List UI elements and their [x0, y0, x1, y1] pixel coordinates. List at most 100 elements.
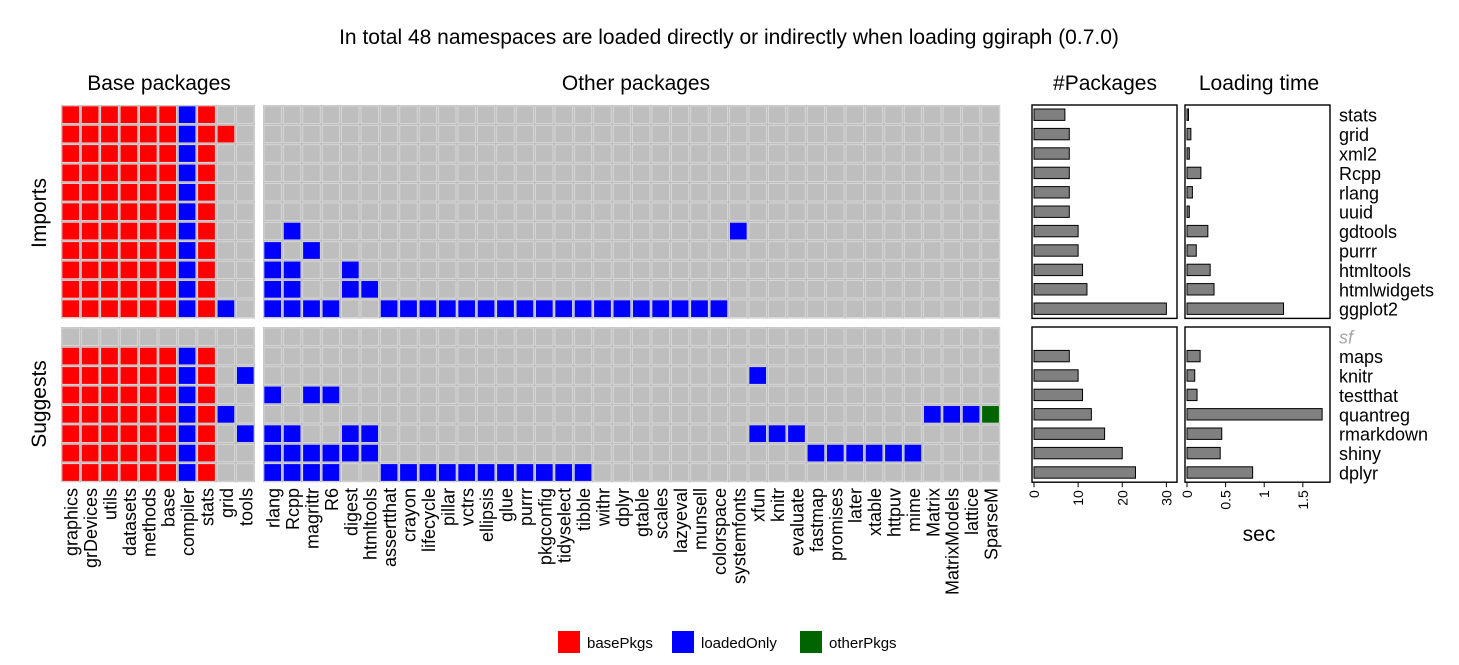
heatmap-cell-suggests-testthat-Rcpp: [283, 385, 302, 404]
heatmap-cell-imports-grid-datasets: [119, 125, 138, 144]
heatmap-cell-suggests-rmarkdown-colorspace: [709, 424, 728, 443]
heatmap-cell-imports-grid-methods: [139, 125, 158, 144]
heatmap-cell-suggests-testthat-httpuv: [884, 385, 903, 404]
heatmap-cell-imports-htmltools-Rcpp: [283, 260, 302, 279]
heatmap-cell-suggests-dplyr-pkgconfig: [535, 463, 554, 482]
heatmap-cell-suggests-quantreg-pkgconfig: [535, 405, 554, 424]
heatmap-cell-suggests-maps-promises: [826, 347, 845, 366]
heatmap-cell-suggests-knitr-tidyselect: [554, 366, 573, 385]
heatmap-cell-suggests-shiny-vctrs: [457, 444, 476, 463]
heatmap-cell-imports-Rcpp-magrittr: [302, 163, 321, 182]
loading-time-xlabel: sec: [1243, 523, 1276, 546]
heatmap-cell-suggests-rmarkdown-later: [845, 424, 864, 443]
heatmap-cell-imports-xml2-pkgconfig: [535, 144, 554, 163]
heatmap-cell-imports-xml2-scales: [651, 144, 670, 163]
heatmap-cell-imports-uuid-httpuv: [884, 202, 903, 221]
heatmap-cell-imports-stats-pkgconfig: [535, 105, 554, 124]
heatmap-cell-imports-htmlwidgets-base: [158, 280, 177, 299]
heatmap-cell-imports-purrr-systemfonts: [729, 241, 748, 260]
heatmap-cell-suggests-rmarkdown-datasets: [119, 424, 138, 443]
other-column-tick-systemfonts: systemfonts: [729, 488, 749, 584]
heatmap-cell-suggests-shiny-purrr: [515, 444, 534, 463]
heatmap-cell-imports-stats-glue: [496, 105, 515, 124]
heatmap-cell-suggests-sf-httpuv: [884, 327, 903, 346]
heatmap-cell-imports-purrr-utils: [100, 241, 119, 260]
heatmap-cell-imports-grid-crayon: [399, 125, 418, 144]
heatmap-cell-imports-htmlwidgets-mime: [903, 280, 922, 299]
heatmap-cell-suggests-maps-pkgconfig: [535, 347, 554, 366]
heatmap-cell-suggests-knitr-pkgconfig: [535, 366, 554, 385]
heatmap-cell-imports-Rcpp-lazyeval: [671, 163, 690, 182]
packages-bar-maps: [1033, 349, 1070, 363]
heatmap-cell-imports-rlang-datasets: [119, 183, 138, 202]
heatmap-cell-imports-rlang-knitr: [768, 183, 787, 202]
heatmap-cell-suggests-shiny-assertthat: [380, 444, 399, 463]
heatmap-cell-suggests-dplyr-systemfonts: [729, 463, 748, 482]
heatmap-cell-imports-Rcpp-graphics: [61, 163, 80, 182]
heatmap-cell-suggests-dplyr-graphics: [61, 463, 80, 482]
heatmap-cell-imports-ggplot2-htmltools: [360, 299, 379, 318]
heatmap-cell-suggests-quantreg-grDevices: [81, 405, 100, 424]
heatmap-cell-imports-gdtools-magrittr: [302, 222, 321, 241]
heatmap-cell-imports-htmlwidgets-xfun: [748, 280, 767, 299]
heatmap-cell-suggests-rmarkdown-munsell: [690, 424, 709, 443]
heatmap-cell-suggests-dplyr-Matrix: [923, 463, 942, 482]
heatmap-cell-suggests-maps-glue: [496, 347, 515, 366]
heatmap-cell-suggests-sf-fastmap: [806, 327, 825, 346]
heatmap-cell-suggests-sf-tibble: [574, 327, 593, 346]
heatmap-cell-imports-htmltools-utils: [100, 260, 119, 279]
heatmap-cell-suggests-dplyr-methods: [139, 463, 158, 482]
heatmap-cell-suggests-testthat-compiler: [178, 385, 197, 404]
heatmap-cell-suggests-rmarkdown-purrr: [515, 424, 534, 443]
heatmap-cell-suggests-sf-later: [845, 327, 864, 346]
heatmap-cell-imports-purrr-lattice: [962, 241, 981, 260]
heatmap-cell-suggests-quantreg-lattice: [962, 405, 981, 424]
heatmap-cell-imports-htmltools-xtable: [865, 260, 884, 279]
heatmap-cell-imports-gdtools-lifecycle: [418, 222, 437, 241]
heatmap-cell-imports-purrr-purrr: [515, 241, 534, 260]
heatmap-cell-imports-xml2-crayon: [399, 144, 418, 163]
heatmap-cell-suggests-shiny-compiler: [178, 444, 197, 463]
heatmap-cell-suggests-maps-withr: [593, 347, 612, 366]
heatmap-cell-suggests-sf-compiler: [178, 327, 197, 346]
heatmap-cell-imports-xml2-httpuv: [884, 144, 903, 163]
heatmap-cell-imports-stats-gtable: [632, 105, 651, 124]
other-column-tick-pillar: pillar: [438, 488, 458, 526]
heatmap-cell-suggests-maps-assertthat: [380, 347, 399, 366]
heatmap-cell-suggests-sf-datasets: [119, 327, 138, 346]
packages-bar-rlang: [1033, 186, 1070, 199]
heatmap-cell-imports-purrr-knitr: [768, 241, 787, 260]
packages-bar-quantreg: [1033, 408, 1092, 421]
heatmap-cell-suggests-testthat-base: [158, 385, 177, 404]
heatmap-cell-imports-rlang-vctrs: [457, 183, 476, 202]
heatmap-cell-imports-uuid-vctrs: [457, 202, 476, 221]
other-column-tick-digest: digest: [341, 488, 361, 536]
heatmap-cell-imports-htmltools-Matrix: [923, 260, 942, 279]
base-column-tick-methods: methods: [139, 488, 159, 557]
other-column-tick-promises: promises: [826, 488, 846, 561]
heatmap-cell-suggests-quantreg-fastmap: [806, 405, 825, 424]
heatmap-cell-suggests-rmarkdown-SparseM: [981, 424, 1000, 443]
heatmap-cell-suggests-knitr-lattice: [962, 366, 981, 385]
row-label-htmltools: htmltools: [1339, 261, 1411, 281]
heatmap-cell-imports-xml2-Rcpp: [283, 144, 302, 163]
heatmap-cell-suggests-knitr-scales: [651, 366, 670, 385]
heatmap-cell-suggests-dplyr-compiler: [178, 463, 197, 482]
heatmap-cell-imports-stats-MatrixModels: [942, 105, 961, 124]
heatmap-cell-suggests-testthat-scales: [651, 385, 670, 404]
heatmap-cell-imports-Rcpp-gtable: [632, 163, 651, 182]
heatmap-cell-imports-htmltools-dplyr: [612, 260, 631, 279]
heatmap-cell-imports-ggplot2-promises: [826, 299, 845, 318]
heatmap-cell-suggests-maps-munsell: [690, 347, 709, 366]
heatmap-cell-suggests-dplyr-crayon: [399, 463, 418, 482]
other-column-tick-MatrixModels: MatrixModels: [943, 488, 963, 595]
heatmap-cell-suggests-dplyr-glue: [496, 463, 515, 482]
heatmap-cell-imports-rlang-grDevices: [81, 183, 100, 202]
loading-time-panel-header: Loading time: [1199, 72, 1319, 95]
heatmap-cell-imports-rlang-Rcpp: [283, 183, 302, 202]
heatmap-cell-imports-Rcpp-assertthat: [380, 163, 399, 182]
heatmap-cell-suggests-quantreg-utils: [100, 405, 119, 424]
heatmap-cell-imports-rlang-methods: [139, 183, 158, 202]
heatmap-cell-imports-grid-Matrix: [923, 125, 942, 144]
other-column-tick-R6: R6: [322, 488, 342, 511]
